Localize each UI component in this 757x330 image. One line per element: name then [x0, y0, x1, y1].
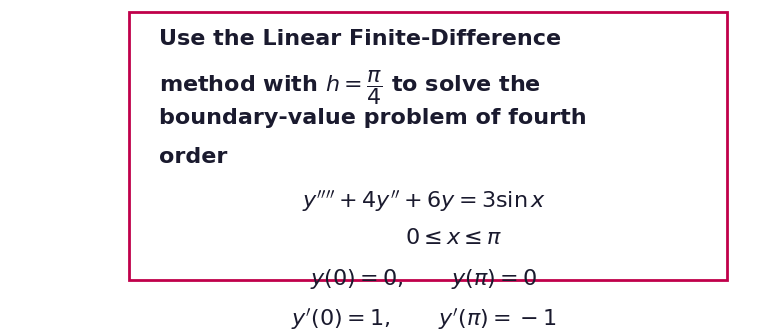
Text: $y(0) = 0, \qquad y(\pi) = 0$: $y(0) = 0, \qquad y(\pi) = 0$: [310, 267, 537, 291]
FancyBboxPatch shape: [129, 12, 727, 280]
Text: $y'''' + 4y'' + 6y = 3\sin x$: $y'''' + 4y'' + 6y = 3\sin x$: [302, 188, 546, 214]
Text: order: order: [159, 147, 227, 167]
Text: Use the Linear Finite-Difference: Use the Linear Finite-Difference: [159, 29, 561, 49]
Text: method with $h = \dfrac{\pi}{4}$ to solve the: method with $h = \dfrac{\pi}{4}$ to solv…: [159, 68, 540, 107]
Text: boundary-value problem of fourth: boundary-value problem of fourth: [159, 108, 587, 128]
Text: $y'(0) = 1, \qquad y'(\pi) = -1$: $y'(0) = 1, \qquad y'(\pi) = -1$: [291, 307, 557, 330]
Text: $0 \leq x \leq \pi$: $0 \leq x \leq \pi$: [406, 228, 503, 248]
